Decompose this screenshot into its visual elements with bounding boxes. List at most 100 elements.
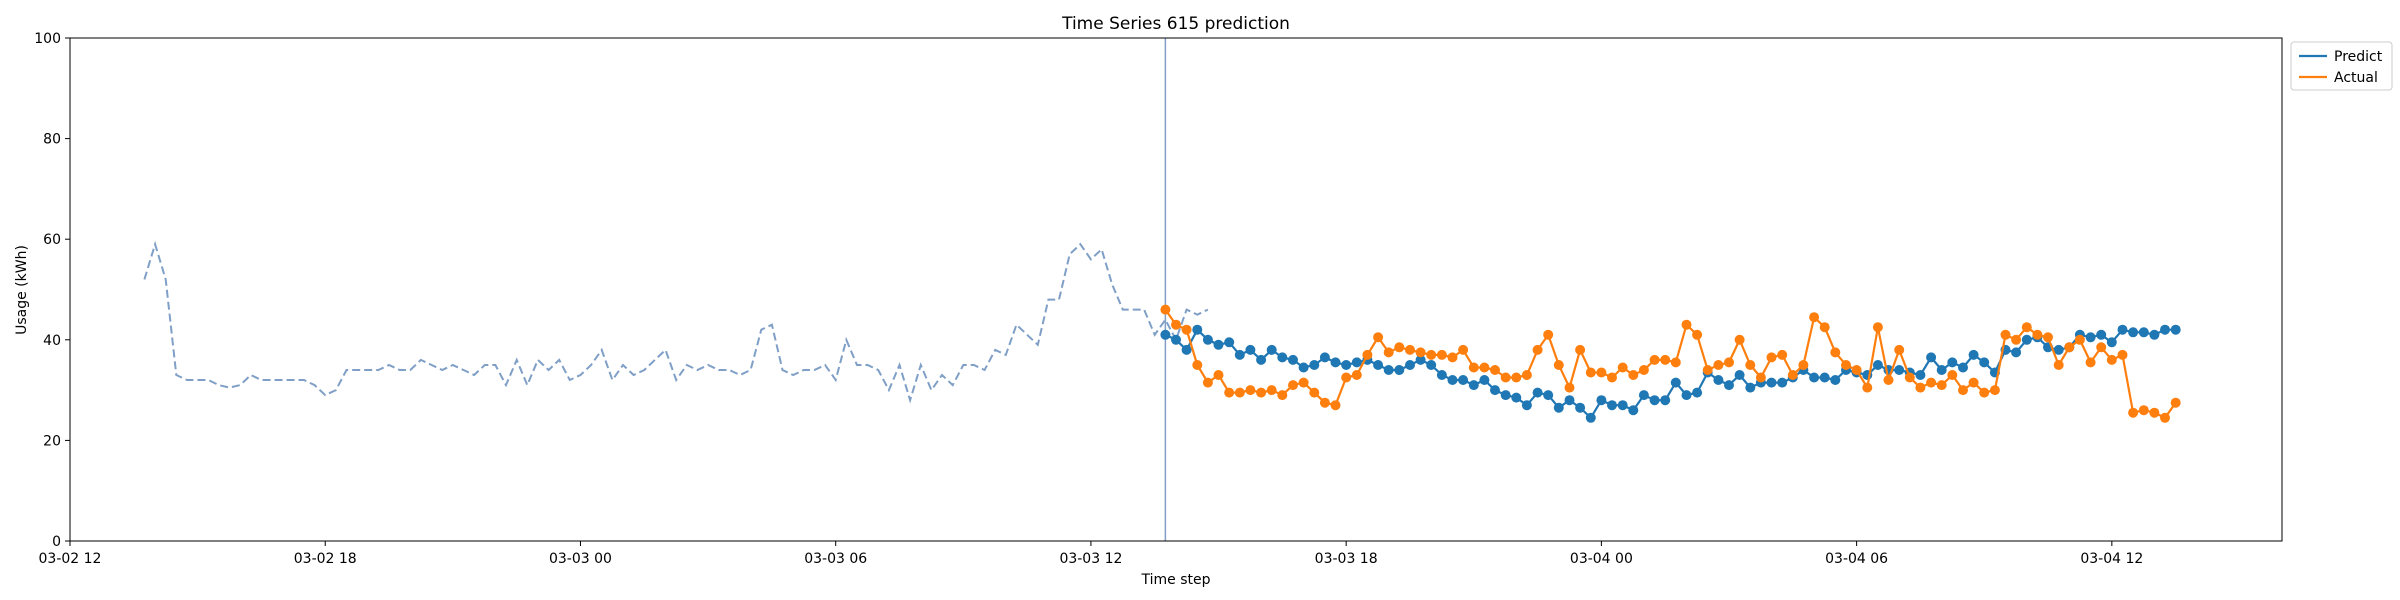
y-tick-label: 40 <box>43 333 61 349</box>
predict-point <box>1436 370 1447 380</box>
actual-point <box>1521 370 1532 380</box>
predict-point <box>1234 349 1245 360</box>
predict-point <box>1394 365 1405 375</box>
predict-point <box>1638 390 1649 401</box>
predict-point <box>1915 370 1926 380</box>
actual-point <box>1458 344 1469 355</box>
actual-point <box>1979 387 1990 398</box>
actual-point <box>1266 385 1277 396</box>
predict-point <box>1872 360 1883 370</box>
predict-point <box>1426 360 1437 370</box>
actual-point <box>2106 354 2117 365</box>
predict-point <box>1745 382 1756 393</box>
predict-point <box>1585 412 1596 423</box>
actual-point <box>1968 377 1979 388</box>
actual-point <box>2021 322 2032 333</box>
predict-point <box>1724 380 1734 391</box>
predict-point <box>1734 370 1745 380</box>
predict-point <box>1809 372 1820 383</box>
predict-point <box>1766 377 1777 388</box>
predict-point <box>1511 392 1522 403</box>
actual-point <box>1341 372 1352 383</box>
predict-point <box>1947 357 1958 368</box>
y-axis-label: Usage (kWh) <box>14 245 30 335</box>
x-tick-label: 03-04 00 <box>1570 551 1633 567</box>
predict-point <box>1564 395 1575 406</box>
actual-point <box>1670 357 1681 368</box>
predict-point <box>2011 347 2022 358</box>
predict-point <box>1309 360 1320 370</box>
actual-point <box>1649 354 1660 365</box>
actual-point <box>1224 387 1235 398</box>
actual-point <box>1926 377 1937 388</box>
predict-point <box>1926 352 1937 363</box>
actual-point <box>1256 387 1267 398</box>
actual-point <box>1171 319 1181 330</box>
predict-point <box>1468 380 1479 391</box>
actual-point <box>1915 382 1926 393</box>
predict-point <box>1649 395 1660 406</box>
plot-area <box>143 38 2181 541</box>
predict-point <box>1713 375 1724 385</box>
actual-point <box>1777 349 1788 360</box>
actual-point <box>1192 360 1203 370</box>
actual-point <box>1351 370 1362 380</box>
predict-point <box>1171 334 1181 345</box>
actual-point <box>1904 372 1915 383</box>
actual-point <box>1660 354 1671 365</box>
actual-point <box>1234 387 1245 398</box>
predict-point <box>1266 344 1277 355</box>
actual-point <box>1447 352 1458 363</box>
actual-point <box>1479 362 1490 373</box>
actual-point <box>1532 344 1543 355</box>
predict-point <box>1777 377 1788 388</box>
actual-point <box>1564 382 1575 393</box>
actual-point <box>1862 382 1873 393</box>
actual-point <box>1288 380 1298 391</box>
actual-point <box>2000 329 2011 340</box>
predict-point <box>1213 339 1224 350</box>
actual-point <box>2160 412 2170 423</box>
predict-point <box>1383 365 1394 375</box>
actual-point <box>1702 365 1713 375</box>
predict-point <box>1224 337 1235 348</box>
actual-point <box>1436 349 1447 360</box>
actual-point <box>2074 334 2085 345</box>
actual-point <box>1394 342 1405 353</box>
actual-point <box>1160 304 1171 315</box>
x-tick-label: 03-03 18 <box>1315 551 1378 567</box>
actual-point <box>1692 329 1703 340</box>
predict-point <box>2106 337 2117 348</box>
actual-point <box>1362 349 1373 360</box>
actual-point <box>1638 365 1649 375</box>
predict-point <box>1373 360 1384 370</box>
predict-point <box>1479 375 1490 385</box>
actual-point <box>1628 370 1639 380</box>
actual-point <box>1490 365 1500 375</box>
legend: Predict Actual <box>2290 41 2393 91</box>
predict-point <box>1819 372 1830 383</box>
actual-point <box>1245 385 1256 396</box>
predict-point <box>1958 362 1968 373</box>
x-tick-label: 03-04 06 <box>1825 551 1888 567</box>
predict-point <box>2085 332 2096 343</box>
x-axis-label: Time step <box>1141 572 1211 588</box>
legend-label-predict: Predict <box>2334 49 2383 65</box>
actual-point <box>1330 400 1341 411</box>
actual-point <box>1373 332 1384 343</box>
predict-point <box>1543 390 1554 401</box>
predict-point <box>1596 395 1607 406</box>
actual-point <box>1830 347 1841 358</box>
predict-point <box>1330 357 1341 368</box>
y-tick-label: 60 <box>43 232 61 248</box>
actual-point <box>1958 385 1968 396</box>
actual-point <box>1596 367 1607 378</box>
predict-point <box>2053 344 2064 355</box>
predict-point <box>2021 334 2032 345</box>
actual-point <box>1617 362 1628 373</box>
y-tick-label: 100 <box>34 31 61 47</box>
axes-frame <box>69 37 2283 542</box>
predict-point <box>1500 390 1511 401</box>
actual-point <box>1841 360 1851 370</box>
